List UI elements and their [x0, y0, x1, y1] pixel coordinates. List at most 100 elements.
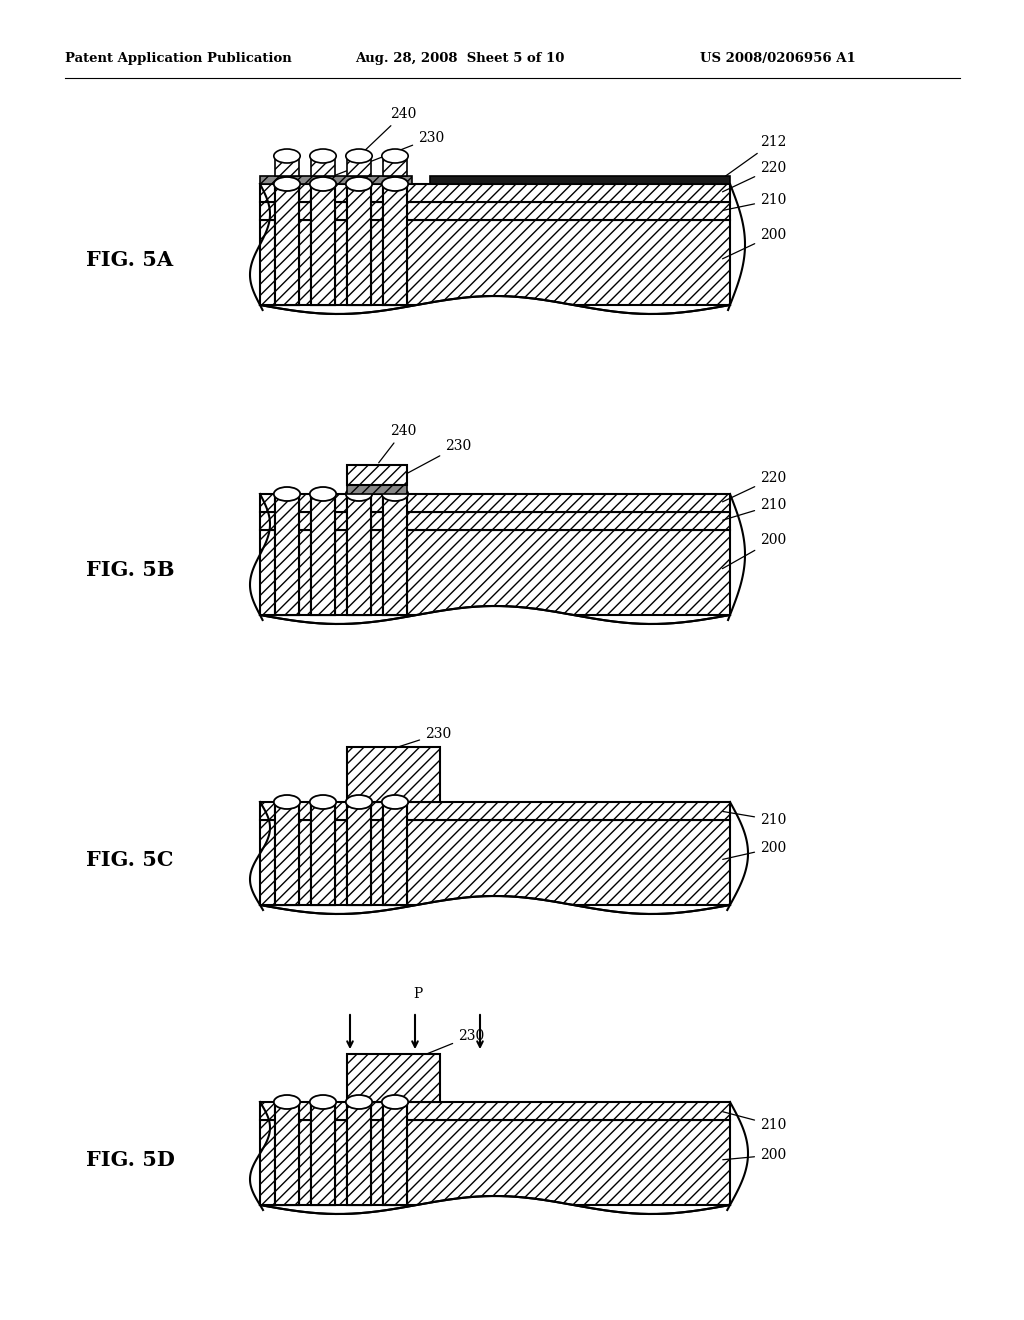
Text: 240: 240 [361, 107, 417, 154]
Bar [347, 183, 371, 305]
Bar [260, 531, 730, 615]
Ellipse shape [273, 177, 300, 191]
Bar [383, 183, 407, 305]
Bar [260, 176, 412, 183]
Text: US 2008/0206956 A1: US 2008/0206956 A1 [700, 51, 856, 65]
Bar [347, 183, 371, 305]
Bar [347, 803, 371, 906]
Bar [383, 183, 407, 305]
Ellipse shape [382, 487, 409, 502]
Text: 230: 230 [326, 131, 444, 180]
Ellipse shape [382, 1096, 409, 1109]
Ellipse shape [382, 795, 409, 809]
Ellipse shape [382, 149, 409, 162]
Bar [260, 494, 730, 512]
Text: 220: 220 [723, 161, 786, 191]
Text: 210: 210 [723, 193, 786, 210]
Bar [311, 803, 335, 906]
Bar [347, 465, 407, 484]
Text: 230: 230 [370, 1030, 484, 1077]
Text: 200: 200 [722, 533, 786, 569]
Ellipse shape [310, 149, 336, 162]
Text: 200: 200 [723, 1148, 786, 1162]
Bar [311, 803, 335, 906]
Text: P: P [414, 987, 423, 1001]
Text: 230: 230 [380, 440, 471, 488]
Bar [275, 156, 299, 176]
Bar [430, 1119, 730, 1205]
Bar [275, 1102, 299, 1205]
Text: 210: 210 [723, 1111, 786, 1133]
Bar [311, 494, 335, 615]
Bar [347, 1102, 371, 1205]
Ellipse shape [310, 795, 336, 809]
Bar [260, 1102, 730, 1119]
Bar [275, 1102, 299, 1205]
Bar [260, 512, 730, 531]
Bar [260, 820, 730, 906]
Bar [383, 156, 407, 176]
Text: Patent Application Publication: Patent Application Publication [65, 51, 292, 65]
Bar [383, 494, 407, 615]
Text: 210: 210 [723, 498, 786, 520]
Ellipse shape [346, 177, 372, 191]
Bar [275, 494, 299, 615]
Text: Aug. 28, 2008  Sheet 5 of 10: Aug. 28, 2008 Sheet 5 of 10 [355, 51, 564, 65]
Bar [260, 803, 730, 820]
Bar [383, 1102, 407, 1205]
Ellipse shape [310, 177, 336, 191]
Ellipse shape [346, 487, 372, 502]
Text: 200: 200 [723, 228, 786, 259]
Bar [260, 183, 730, 202]
Bar [311, 183, 335, 305]
Bar [347, 747, 440, 803]
Bar [275, 803, 299, 906]
Bar [347, 484, 407, 494]
Bar [430, 820, 730, 906]
Ellipse shape [310, 1096, 336, 1109]
Text: FIG. 5C: FIG. 5C [86, 850, 174, 870]
Text: 230: 230 [370, 727, 452, 756]
Bar [383, 803, 407, 906]
Text: FIG. 5A: FIG. 5A [86, 249, 173, 271]
Ellipse shape [273, 795, 300, 809]
Ellipse shape [382, 177, 409, 191]
Text: 220: 220 [723, 471, 786, 502]
Ellipse shape [273, 487, 300, 502]
Text: 240: 240 [379, 424, 417, 463]
Ellipse shape [273, 149, 300, 162]
Bar [347, 494, 371, 615]
Bar [347, 1053, 440, 1102]
Bar [430, 531, 730, 615]
Bar [347, 803, 371, 906]
Bar [347, 156, 371, 176]
Bar [311, 183, 335, 305]
Bar [275, 803, 299, 906]
Bar [383, 803, 407, 906]
Bar [347, 1102, 371, 1205]
Bar [430, 176, 730, 183]
Ellipse shape [346, 1096, 372, 1109]
Bar [260, 1119, 730, 1205]
Bar [347, 494, 371, 615]
Text: FIG. 5D: FIG. 5D [86, 1150, 174, 1170]
Ellipse shape [310, 487, 336, 502]
Text: FIG. 5B: FIG. 5B [86, 560, 174, 579]
Ellipse shape [346, 795, 372, 809]
Bar [260, 220, 730, 305]
Text: 200: 200 [723, 841, 786, 859]
Bar [275, 494, 299, 615]
Text: 212: 212 [722, 135, 786, 178]
Text: 210: 210 [723, 812, 786, 828]
Bar [275, 183, 299, 305]
Bar [311, 494, 335, 615]
Bar [311, 1102, 335, 1205]
Bar [311, 1102, 335, 1205]
Bar [430, 220, 730, 305]
Bar [383, 494, 407, 615]
Bar [311, 156, 335, 176]
Bar [383, 1102, 407, 1205]
Bar [260, 202, 730, 220]
Ellipse shape [346, 149, 372, 162]
Bar [275, 183, 299, 305]
